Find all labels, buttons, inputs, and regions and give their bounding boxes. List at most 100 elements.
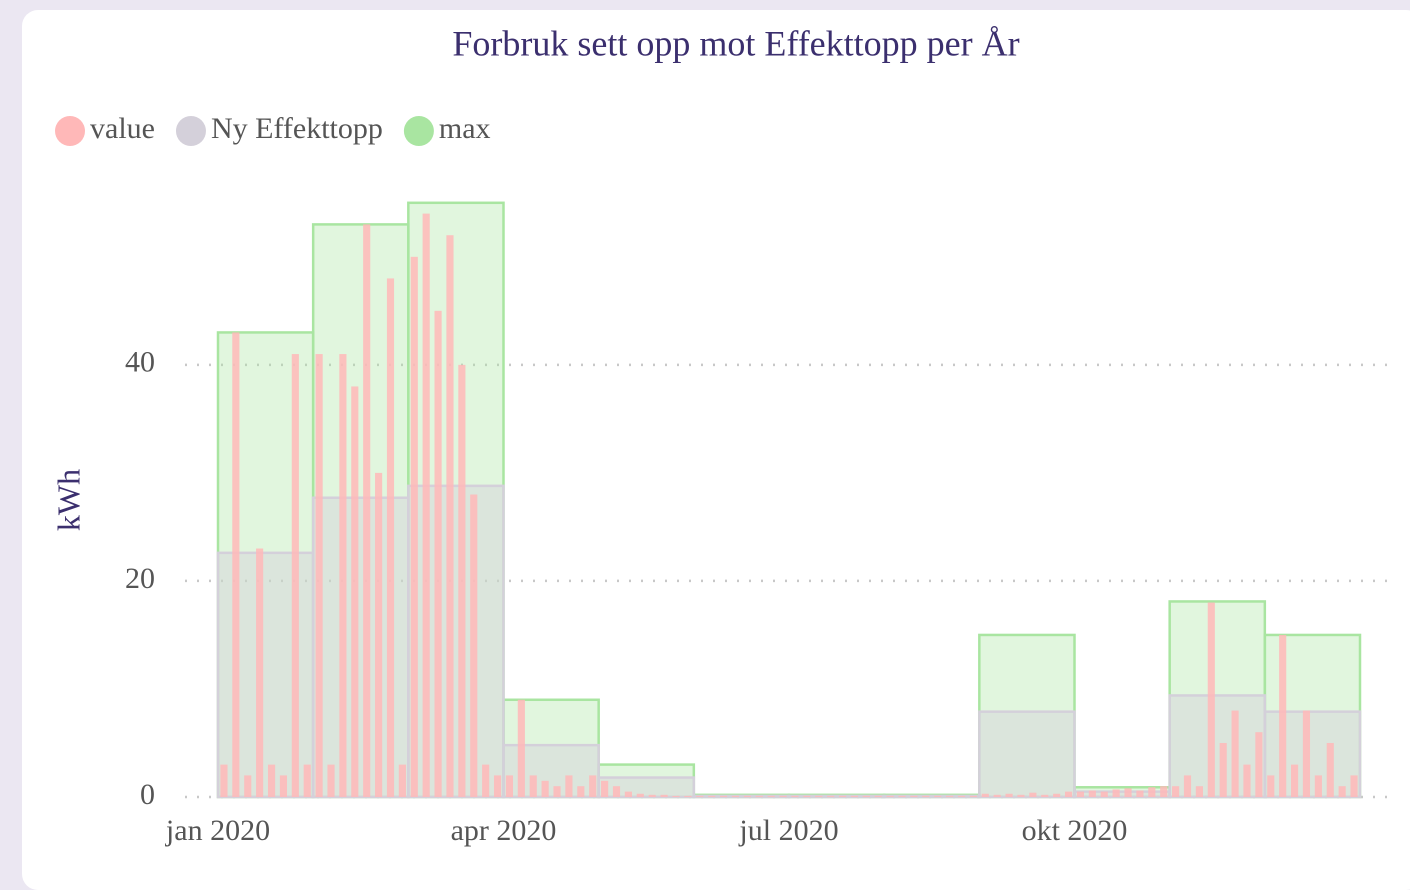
value-bar	[910, 795, 918, 797]
value-bar	[541, 780, 549, 797]
value-bar	[850, 795, 858, 797]
value-bar	[1053, 793, 1061, 797]
value-bar	[1279, 634, 1287, 797]
x-tick-label: jul 2020	[738, 814, 838, 847]
value-bar	[624, 791, 632, 797]
chart-card	[22, 10, 1410, 890]
value-bar	[565, 775, 573, 797]
value-bar	[458, 364, 466, 797]
value-bar	[267, 764, 276, 797]
value-bar	[470, 494, 478, 797]
legend-marker	[175, 116, 206, 146]
x-tick-label: jan 2020	[165, 814, 270, 847]
value-bar	[803, 795, 811, 797]
value-bar	[577, 786, 585, 797]
value-bar	[1100, 791, 1108, 797]
value-bar	[1350, 775, 1358, 797]
value-bar	[351, 386, 359, 797]
value-bar	[648, 794, 656, 797]
value-bar	[1064, 791, 1073, 797]
value-bar	[957, 795, 966, 797]
value-bar	[1243, 764, 1251, 797]
value-bar	[1005, 793, 1013, 797]
value-bar	[1017, 794, 1025, 797]
value-bar	[291, 354, 299, 797]
value-bar	[838, 795, 847, 797]
value-bar	[517, 699, 525, 797]
value-bar	[636, 793, 644, 797]
value-bar	[1029, 792, 1037, 797]
value-bar	[1291, 764, 1299, 797]
value-bar	[601, 780, 609, 797]
value-bar	[1267, 775, 1275, 797]
value-bar	[791, 795, 799, 797]
value-bar	[434, 310, 442, 797]
value-bar	[1314, 775, 1322, 797]
step-area	[978, 710, 1076, 799]
value-bar	[874, 795, 882, 797]
legend-marker	[55, 116, 85, 146]
value-bar	[1195, 786, 1203, 797]
legend-marker	[403, 116, 434, 146]
value-bar	[696, 795, 704, 797]
value-bar	[708, 795, 716, 797]
value-bar	[398, 764, 406, 797]
value-bar	[1338, 786, 1346, 797]
value-bar	[1219, 742, 1227, 797]
value-bar	[720, 795, 728, 797]
step-area	[978, 633, 1076, 799]
value-bar	[969, 795, 977, 797]
value-bar	[493, 775, 502, 797]
value-bar	[256, 548, 264, 797]
value-bar	[731, 795, 740, 797]
value-bar	[1255, 732, 1263, 797]
value-bar	[232, 332, 240, 797]
value-bar	[482, 764, 490, 797]
x-tick-label: okt 2020	[1022, 814, 1128, 847]
value-bar	[327, 764, 335, 797]
value-bar	[815, 795, 823, 797]
value-bar	[505, 775, 514, 797]
value-bar	[244, 775, 252, 797]
value-bar	[1088, 790, 1096, 797]
legend-label: value	[90, 112, 155, 145]
value-bar	[743, 795, 751, 797]
y-tick-label: 0	[140, 778, 155, 811]
value-bar	[981, 793, 989, 797]
value-bar	[1124, 788, 1132, 797]
value-bar	[303, 764, 311, 797]
value-bar	[220, 764, 228, 797]
value-bar	[767, 795, 775, 797]
value-bar	[779, 795, 787, 797]
y-tick-label: 20	[125, 562, 155, 595]
chart-title: Forbruk sett opp mot Effekttopp per År	[452, 23, 1019, 63]
value-bar	[934, 795, 942, 797]
value-bar	[1160, 786, 1168, 797]
value-bar	[589, 775, 597, 797]
value-bar	[922, 795, 930, 797]
value-bar	[993, 794, 1001, 797]
y-axis-label: kWh	[50, 469, 86, 531]
value-bar	[946, 795, 954, 797]
value-bar	[1148, 787, 1156, 797]
legend-label: max	[439, 112, 491, 145]
value-bar	[672, 795, 680, 797]
value-bar	[386, 278, 395, 797]
value-bar	[1207, 602, 1215, 797]
value-bar	[1041, 794, 1049, 797]
legend-label: Ny Effekttopp	[211, 112, 383, 145]
value-bar	[1231, 710, 1239, 797]
value-bar	[827, 795, 835, 797]
value-bar	[660, 794, 668, 797]
step-area	[597, 776, 696, 799]
value-bar	[446, 235, 454, 797]
value-bar	[684, 795, 692, 797]
value-bar	[553, 786, 561, 797]
value-bar	[886, 795, 894, 797]
value-bar	[1183, 775, 1192, 797]
value-bar	[279, 775, 287, 797]
value-bar	[529, 775, 537, 797]
value-bar	[339, 354, 347, 797]
